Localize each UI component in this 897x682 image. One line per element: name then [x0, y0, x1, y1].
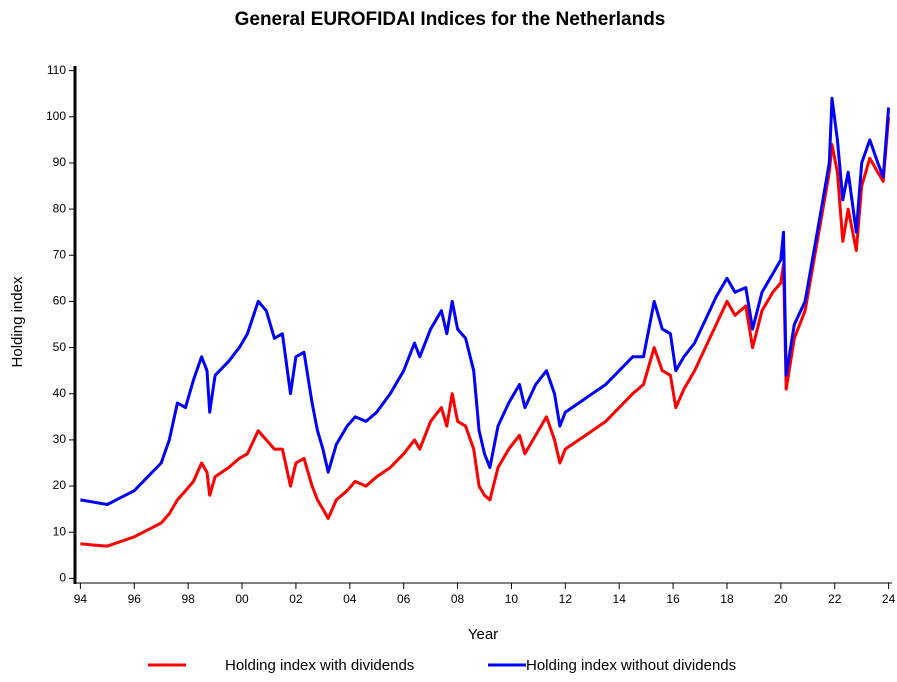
x-tick-label: 18: [720, 592, 734, 606]
y-tick-label: 100: [46, 109, 66, 123]
y-tick-label: 10: [53, 524, 67, 538]
x-tick-label: 94: [74, 592, 88, 606]
x-tick-label: 24: [882, 592, 896, 606]
x-tick-label: 98: [181, 592, 195, 606]
y-tick-label: 60: [53, 294, 67, 308]
x-axis-label: Year: [468, 626, 498, 643]
x-tick-label: 10: [505, 592, 519, 606]
x-tick-label: 14: [613, 592, 627, 606]
legend-label: Holding index without dividends: [526, 657, 736, 674]
x-tick-label: 12: [559, 592, 573, 606]
y-tick-label: 80: [53, 201, 67, 215]
x-tick-label: 04: [343, 592, 357, 606]
x-tick-label: 20: [774, 592, 788, 606]
y-tick-label: 110: [47, 63, 66, 77]
x-tick-label: 22: [828, 592, 842, 606]
x-tick-label: 00: [235, 592, 249, 606]
x-tick-label: 96: [128, 592, 142, 606]
x-tick-label: 08: [451, 592, 465, 606]
y-tick-label: 40: [53, 386, 67, 400]
legend-label: Holding index with dividends: [225, 657, 414, 674]
x-tick-label: 02: [289, 592, 303, 606]
series-line: [80, 116, 891, 548]
chart-title: General EUROFIDAI Indices for the Nether…: [235, 9, 666, 30]
y-tick-label: 90: [53, 155, 67, 169]
x-tick-label: 06: [397, 592, 411, 606]
y-tick-label: 70: [53, 247, 67, 261]
x-tick-label: 16: [666, 592, 680, 606]
y-tick-label: 0: [59, 571, 66, 585]
y-tick-label: 30: [53, 432, 67, 446]
y-axis-label: Holding index: [9, 276, 26, 367]
y-tick-label: 50: [53, 340, 67, 354]
series-line: [80, 96, 891, 506]
y-tick-label: 20: [53, 478, 67, 492]
